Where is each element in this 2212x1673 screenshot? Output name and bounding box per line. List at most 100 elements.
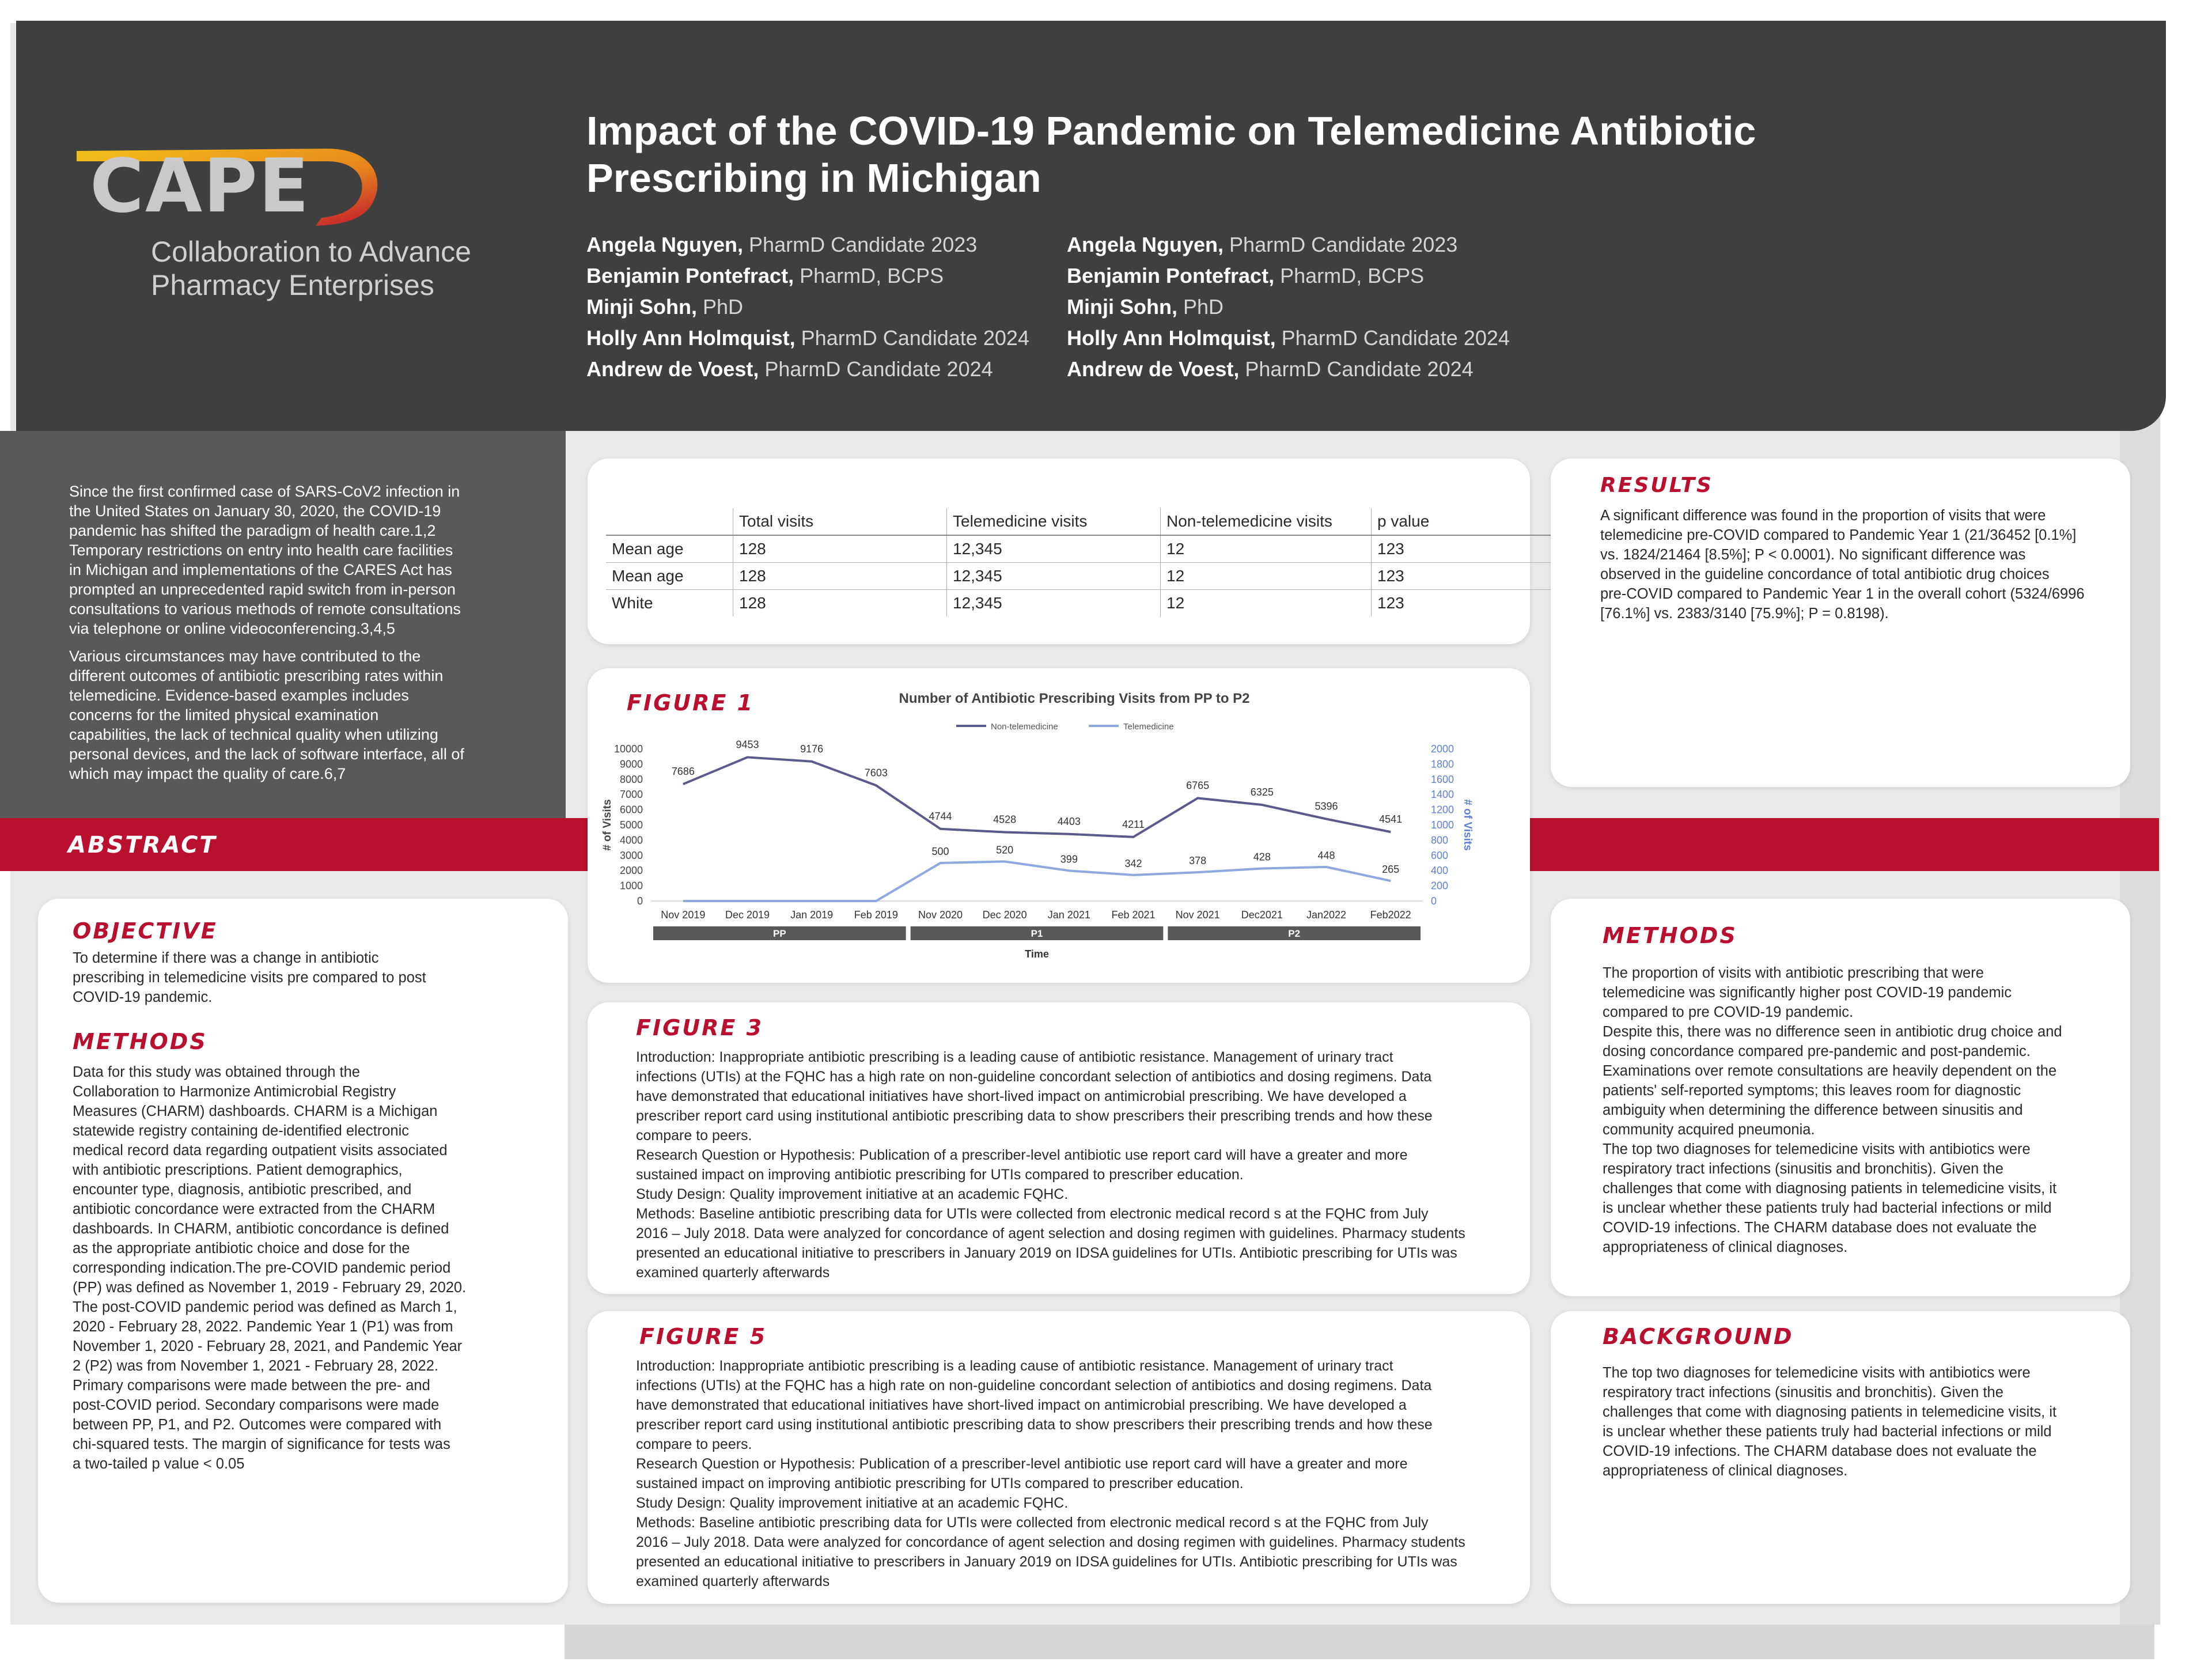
y-tick-right: 400 (1431, 865, 1448, 876)
data-label-telemedicine: 378 (1189, 855, 1206, 866)
group-bar (910, 926, 1164, 940)
left-methods-title: METHODS (73, 1029, 207, 1054)
x-tick-label: Dec 2019 (725, 909, 770, 921)
group-bar (653, 926, 906, 940)
x-tick-label: Feb2022 (1370, 909, 1411, 921)
author-name: Holly Ann Holmquist, (586, 326, 796, 350)
right-methods-title: METHODS (1603, 923, 1737, 948)
y-tick-right: 200 (1431, 880, 1448, 892)
y-tick-left: 7000 (620, 789, 643, 800)
table-header-cell: Total visits (733, 508, 947, 536)
left-card (38, 899, 568, 1603)
group-bar (1168, 926, 1421, 940)
series-line-non-telemedicine (683, 756, 1391, 838)
author-name: Minji Sohn, (1067, 295, 1177, 319)
results-text: A significant difference was found in th… (1600, 508, 2085, 622)
objective-title: OBJECTIVE (73, 918, 218, 944)
table-cell: 12 (1160, 535, 1372, 563)
series-line-telemedicine (683, 860, 1391, 902)
y-tick-right: 0 (1431, 895, 1437, 907)
y-tick-right: 1400 (1431, 789, 1454, 800)
data-label-telemedicine: 399 (1060, 853, 1078, 865)
author-line: Andrew de Voest, PharmD Candidate 2024 (1067, 354, 1562, 385)
y-tick-left: 8000 (620, 774, 643, 785)
cape-wordmark: CAPE (90, 143, 310, 229)
author-name: Andrew de Voest, (1067, 357, 1240, 381)
table-cell: 128 (733, 535, 947, 563)
title-line-2: Prescribing in Michigan (586, 156, 1041, 200)
table-cell: White (612, 594, 653, 612)
intro-text: Since the first confirmed case of SARS-C… (69, 482, 553, 783)
table-cell: 128 (733, 589, 947, 616)
y-tick-right: 800 (1431, 834, 1448, 846)
table-cell: 123 (1371, 535, 1567, 563)
x-tick-label: Nov 2019 (661, 909, 705, 921)
data-label-non-telemedicine: 6325 (1251, 786, 1274, 798)
table-cell: 123 (1371, 589, 1567, 616)
abstract-label: ABSTRACT (68, 832, 217, 858)
group-label: P2 (1288, 928, 1300, 939)
y-tick-right: 1800 (1431, 758, 1454, 770)
figure3-text: Introduction: Inappropriate antibiotic p… (636, 1049, 1465, 1281)
right-methods-text: The proportion of visits with antibiotic… (1603, 965, 2062, 1255)
cape-tagline-line1: Collaboration to Advance (151, 236, 471, 268)
table-header-row: Total visits Telemedicine visits Non-tel… (606, 508, 1567, 536)
table-cell: 12 (1160, 562, 1372, 590)
objective-text: To determine if there was a change in an… (73, 950, 426, 1005)
table-cell: Mean age (606, 562, 733, 590)
x-tick-label: Jan 2019 (790, 909, 833, 921)
y-tick-left: 9000 (620, 758, 643, 770)
y-tick-right: 600 (1431, 850, 1448, 861)
table-header-cell: Non-telemedicine visits (1160, 508, 1372, 536)
table-cell: 12 (1160, 589, 1372, 616)
author-credential: PharmD, BCPS (1274, 264, 1425, 287)
author-credential: PharmD Candidate 2024 (759, 357, 993, 381)
x-tick-label: Jan2022 (1306, 909, 1346, 921)
author-credential: PharmD Candidate 2023 (1224, 233, 1458, 256)
author-name: Benjamin Pontefract, (1067, 264, 1275, 287)
x-tick-label: Dec2021 (1241, 909, 1283, 921)
author-name: Holly Ann Holmquist, (1067, 326, 1276, 350)
background-title: BACKGROUND (1603, 1324, 1794, 1349)
data-label-telemedicine: 265 (1382, 864, 1399, 875)
x-tick-label: Dec 2020 (983, 909, 1027, 921)
demographics-table-wrap: Total visits Telemedicine visits Non-tel… (606, 508, 1567, 616)
group-label: P1 (1031, 928, 1043, 939)
poster-title: Impact of the COVID-19 Pandemic on Telem… (586, 107, 1969, 202)
data-label-non-telemedicine: 4528 (993, 813, 1016, 825)
cape-logo: CAPE Collaboration to Advance Pharmacy E… (74, 138, 471, 311)
table-row: White 128 12,345 12 123 (606, 589, 1567, 616)
background-strip-bottom (565, 1625, 2154, 1659)
y-axis-label-right: # of Visits (1461, 799, 1474, 850)
data-label-telemedicine: 520 (996, 844, 1013, 856)
author-name: Angela Nguyen, (1067, 233, 1224, 256)
background-card (1551, 1311, 2130, 1604)
author-line: Andrew de Voest, PharmD Candidate 2024 (586, 354, 1059, 385)
intro-paragraph-2: Various circumstances may have contribut… (69, 648, 464, 782)
table-header-cell (606, 508, 733, 536)
data-label-telemedicine: 342 (1124, 858, 1142, 869)
author-name: Benjamin Pontefract, (586, 264, 794, 287)
y-tick-right: 1200 (1431, 804, 1454, 816)
results-card (1551, 459, 2130, 787)
chart-title: Number of Antibiotic Prescribing Visits … (899, 691, 1250, 706)
data-label-non-telemedicine: 7686 (672, 766, 695, 777)
y-tick-right: 2000 (1431, 743, 1454, 755)
table-cell: 123 (1371, 562, 1567, 590)
data-label-non-telemedicine: 5396 (1315, 801, 1338, 812)
author-line: Minji Sohn, PhD (1067, 292, 1562, 323)
cape-logo-swoosh-icon (77, 149, 378, 226)
authors-left: Angela Nguyen, PharmD Candidate 2023 Benj… (586, 229, 1059, 385)
table-cell: Mean age (606, 535, 733, 563)
author-line: Benjamin Pontefract, PharmD, BCPS (586, 260, 1059, 292)
y-axis-label-left: # of Visits (601, 799, 613, 850)
y-tick-left: 3000 (620, 850, 643, 861)
table-row: Mean age 128 12,345 12 123 (606, 562, 1567, 590)
author-credential: PhD (1177, 295, 1224, 319)
y-tick-left: 5000 (620, 819, 643, 831)
y-tick-left: 6000 (620, 804, 643, 816)
author-name: Angela Nguyen, (586, 233, 744, 256)
figure3-label: FIGURE 3 (636, 1015, 764, 1040)
author-credential: PharmD Candidate 2024 (795, 326, 1029, 350)
legend-label: Telemedicine (1123, 722, 1174, 732)
